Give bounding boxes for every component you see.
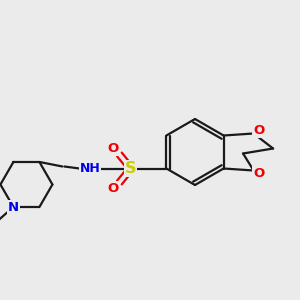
Text: O: O xyxy=(253,124,264,137)
Text: N: N xyxy=(8,200,19,214)
Text: O: O xyxy=(108,142,119,155)
Text: NH: NH xyxy=(80,162,101,175)
Text: O: O xyxy=(108,182,119,195)
Text: O: O xyxy=(253,167,264,180)
Text: S: S xyxy=(125,161,136,176)
